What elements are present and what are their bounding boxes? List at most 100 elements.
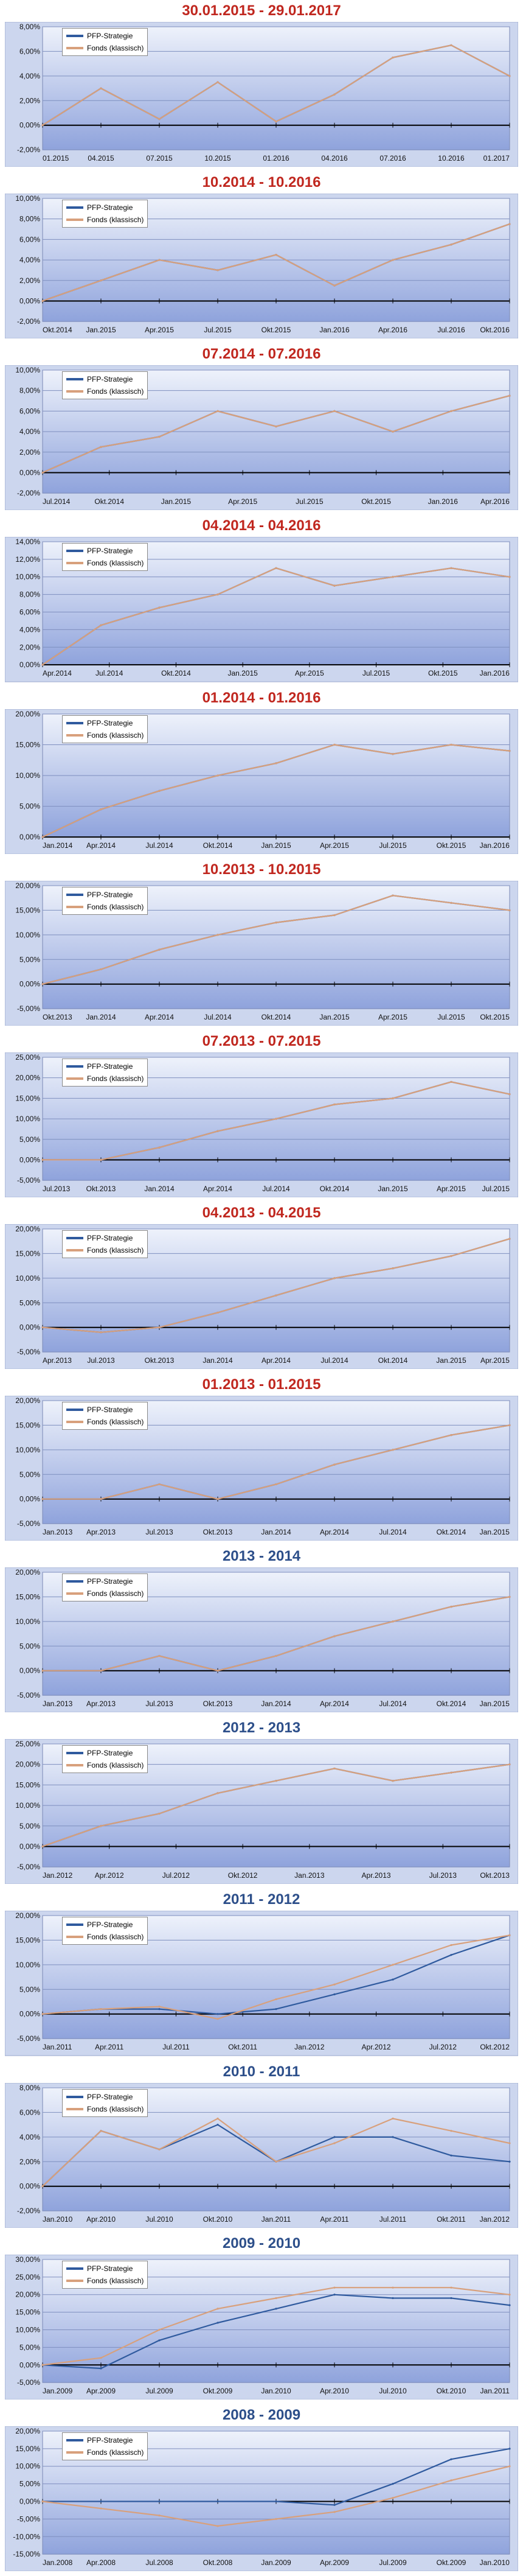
y-tick-label: 0,00% bbox=[19, 1495, 40, 1503]
legend-label-strategy: PFP-Strategie bbox=[87, 1577, 133, 1586]
y-tick-label: 6,00% bbox=[19, 236, 40, 244]
y-tick-label: 2,00% bbox=[19, 2157, 40, 2166]
y-tick-label: 10,00% bbox=[15, 771, 40, 780]
series-point-fonds bbox=[158, 1483, 161, 1486]
y-tick-label: 20,00% bbox=[15, 710, 40, 718]
y-tick-label: 10,00% bbox=[15, 1274, 40, 1283]
chart-title: 04.2013 - 04.2015 bbox=[202, 1204, 321, 1221]
x-tick-label: Apr.2010 bbox=[86, 2215, 116, 2224]
y-tick-label: 10,00% bbox=[15, 573, 40, 581]
chart-panel: 2009 - 2010 30,00% 25,00% 20,00% 15,00% 10,00… bbox=[0, 2233, 523, 2404]
chart-title: 2013 - 2014 bbox=[222, 1548, 301, 1565]
chart-panel: 2011 - 2012 20,00% 15,00% 10,00% 5,00% 0,00% -… bbox=[0, 1889, 523, 2060]
x-tick-label: Apr.2014 bbox=[262, 1356, 291, 1365]
series-point-fonds bbox=[508, 1424, 511, 1427]
x-tick-label: Okt.2015 bbox=[480, 1013, 510, 1021]
series-point-fonds bbox=[508, 2465, 511, 2468]
legend-entry-strategy: PFP-Strategie bbox=[66, 2434, 144, 2446]
y-tick-label: 0,00% bbox=[19, 1323, 40, 1332]
x-tick-label: Apr.2013 bbox=[86, 1528, 116, 1536]
x-tick-label: Jul.2014 bbox=[204, 1013, 232, 1021]
chart-panel: 07.2014 - 07.2016 10,00% 8,00% 6,00% 4,00% 2,… bbox=[0, 343, 523, 515]
legend-entry-strategy: PFP-Strategie bbox=[66, 1232, 144, 1244]
series-point-fonds bbox=[41, 1326, 44, 1329]
series-point-fonds bbox=[508, 1237, 511, 1240]
legend-entry-strategy: PFP-Strategie bbox=[66, 1575, 144, 1587]
x-tick-label: Apr.2009 bbox=[320, 2558, 349, 2567]
series-point-fonds bbox=[508, 909, 511, 911]
chart-area: 20,00% 15,00% 10,00% 5,00% 0,00% -5,00% Okt.20… bbox=[5, 880, 518, 1026]
y-tick-label: 10,00% bbox=[15, 2462, 40, 2471]
legend: PFP-Strategie Fonds (klassisch) bbox=[62, 1402, 148, 1430]
series-point-fonds bbox=[508, 394, 511, 397]
x-tick-label: 01.2017 bbox=[483, 154, 510, 163]
y-tick-label: 10,00% bbox=[15, 1961, 40, 1969]
series-point-fonds bbox=[333, 2286, 336, 2289]
x-tick-label: Apr.2011 bbox=[95, 2043, 123, 2052]
y-tick-label: 15,00% bbox=[15, 740, 40, 749]
series-point-fonds bbox=[508, 223, 511, 225]
x-tick-label: Okt.2012 bbox=[228, 1871, 258, 1880]
chart-area: 14,00% 12,00% 10,00% 8,00% 6,00% 4,00% 2,00% 0,… bbox=[5, 537, 518, 682]
y-tick-label: 25,00% bbox=[15, 1740, 40, 1748]
series-point-fonds bbox=[100, 1670, 102, 1672]
series-point-fonds bbox=[392, 1449, 394, 1451]
y-tick-label: 8,00% bbox=[19, 387, 40, 395]
y-tick-label: 2,00% bbox=[19, 643, 40, 652]
x-tick-label: Okt.2010 bbox=[437, 2387, 466, 2395]
x-tick-label: Jan.2013 bbox=[43, 1528, 73, 1536]
legend-label-fonds: Fonds (klassisch) bbox=[87, 2104, 144, 2113]
x-tick-label: 01.2015 bbox=[43, 154, 69, 163]
chart-svg: 8,00% 6,00% 4,00% 2,00% 0,00% -2,00%01.2015 04… bbox=[5, 22, 518, 167]
x-tick-label: Jan.2015 bbox=[436, 1356, 466, 1365]
legend-swatch-fonds bbox=[66, 2279, 83, 2282]
y-tick-label: 5,00% bbox=[19, 1298, 40, 1307]
legend-label-fonds: Fonds (klassisch) bbox=[87, 215, 144, 225]
series-point-strategy bbox=[450, 2297, 452, 2299]
series-point-fonds bbox=[216, 2307, 219, 2310]
x-tick-label: Okt.2014 bbox=[43, 326, 72, 334]
legend-label-strategy: PFP-Strategie bbox=[87, 1405, 133, 1415]
x-tick-label: Jul.2014 bbox=[95, 670, 123, 678]
series-point-fonds bbox=[158, 1813, 161, 1815]
x-tick-label: Okt.2009 bbox=[437, 2558, 466, 2567]
legend-entry-strategy: PFP-Strategie bbox=[66, 889, 144, 901]
chart-area: 8,00% 6,00% 4,00% 2,00% 0,00% -2,00% 01.2015 04… bbox=[5, 22, 518, 167]
legend-label-fonds: Fonds (klassisch) bbox=[87, 1761, 144, 1770]
x-tick-label: Okt.2008 bbox=[203, 2558, 233, 2567]
x-tick-label: Apr.2014 bbox=[320, 1699, 349, 1708]
x-tick-label: Jan.2012 bbox=[43, 1871, 73, 1880]
legend-label-strategy: PFP-Strategie bbox=[87, 547, 133, 556]
y-tick-label: 5,00% bbox=[19, 1822, 40, 1830]
x-tick-label: Jan.2009 bbox=[261, 2558, 291, 2567]
legend-swatch-strategy bbox=[66, 35, 83, 37]
series-point-fonds bbox=[41, 982, 44, 985]
series-point-fonds bbox=[508, 576, 511, 578]
x-tick-label: Jul.2009 bbox=[379, 2558, 407, 2567]
series-point-strategy bbox=[158, 2339, 161, 2342]
x-tick-label: Apr.2010 bbox=[320, 2387, 349, 2395]
series-point-fonds bbox=[275, 1998, 277, 2001]
x-tick-label: Jan.2016 bbox=[480, 841, 510, 850]
series-point-strategy bbox=[275, 2307, 277, 2310]
x-tick-label: Apr.2014 bbox=[43, 670, 72, 678]
legend-entry-strategy: PFP-Strategie bbox=[66, 1747, 144, 1759]
y-tick-label: -10,00% bbox=[13, 2532, 40, 2541]
y-tick-label: 20,00% bbox=[15, 881, 40, 890]
legend-entry-fonds: Fonds (klassisch) bbox=[66, 2103, 144, 2115]
legend-entry-strategy: PFP-Strategie bbox=[66, 2091, 144, 2103]
legend-entry-fonds: Fonds (klassisch) bbox=[66, 1073, 144, 1085]
y-tick-label: 10,00% bbox=[15, 931, 40, 939]
legend-entry-fonds: Fonds (klassisch) bbox=[66, 557, 144, 569]
series-point-fonds bbox=[392, 1267, 394, 1270]
legend-entry-fonds: Fonds (klassisch) bbox=[66, 729, 144, 741]
legend-swatch-strategy bbox=[66, 206, 83, 209]
series-point-fonds bbox=[100, 2008, 102, 2011]
y-tick-label: 6,00% bbox=[19, 2108, 40, 2116]
y-tick-label: 10,00% bbox=[15, 1115, 40, 1123]
legend-swatch-fonds bbox=[66, 733, 83, 737]
series-point-fonds bbox=[41, 2013, 44, 2015]
y-tick-label: 0,00% bbox=[19, 1843, 40, 1851]
series-point-fonds bbox=[216, 1130, 219, 1132]
y-tick-label: 0,00% bbox=[19, 1155, 40, 1164]
